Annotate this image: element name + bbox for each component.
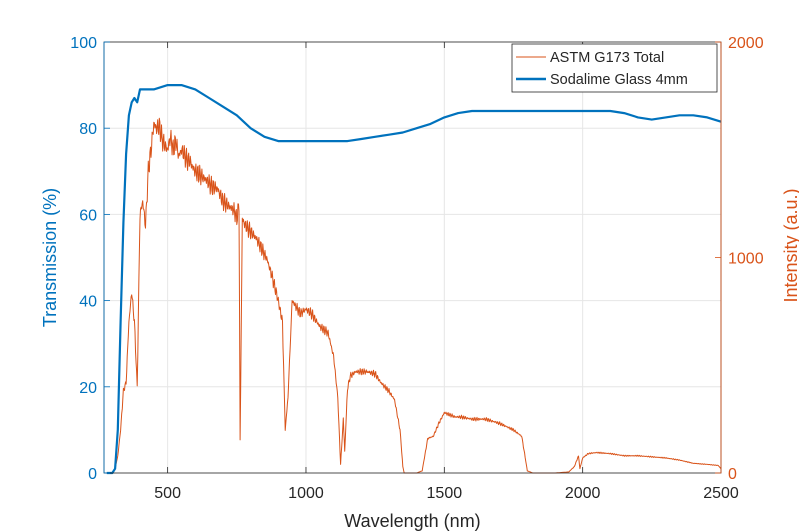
x-tick-label: 1000 [288,485,324,502]
y-left-tick-label: 80 [79,121,97,138]
x-tick-label: 500 [154,485,181,502]
y-left-tick-label: 20 [79,380,97,397]
y-right-tick-label: 1000 [728,251,764,268]
intensity-series-group [106,117,722,474]
legend-box [511,43,718,93]
y-right-tick-label: 2000 [728,35,764,52]
legend-label-astm-g173-total: ASTM G173 Total [550,50,664,66]
y-left-tick-label: 0 [88,466,97,483]
y-right-tick-label: 0 [728,466,737,483]
y-left-tick-label: 100 [70,35,97,52]
y-axis-right-label: Intensity (a.u.) [781,188,799,302]
transmission-series-group [106,84,722,475]
x-axis-label: Wavelength (nm) [344,511,480,531]
series-line-astm-g173-total [106,117,722,474]
plot-frame [103,41,722,474]
legend-label-sodalime-glass-4mm: Sodalime Glass 4mm [550,72,688,88]
y-left-tick-label: 60 [79,207,97,224]
legend: ASTM G173 Total Sodalime Glass 4mm [511,43,718,93]
y-left-tick-label: 40 [79,294,97,311]
x-tick-label: 2000 [565,485,601,502]
y-axis-left-label: Transmission (%) [40,188,60,327]
x-tick-label: 2500 [703,485,739,502]
grid-lines [104,41,722,474]
x-tick-label: 1500 [427,485,463,502]
series-line-sodalime-glass-4mm [106,84,722,475]
